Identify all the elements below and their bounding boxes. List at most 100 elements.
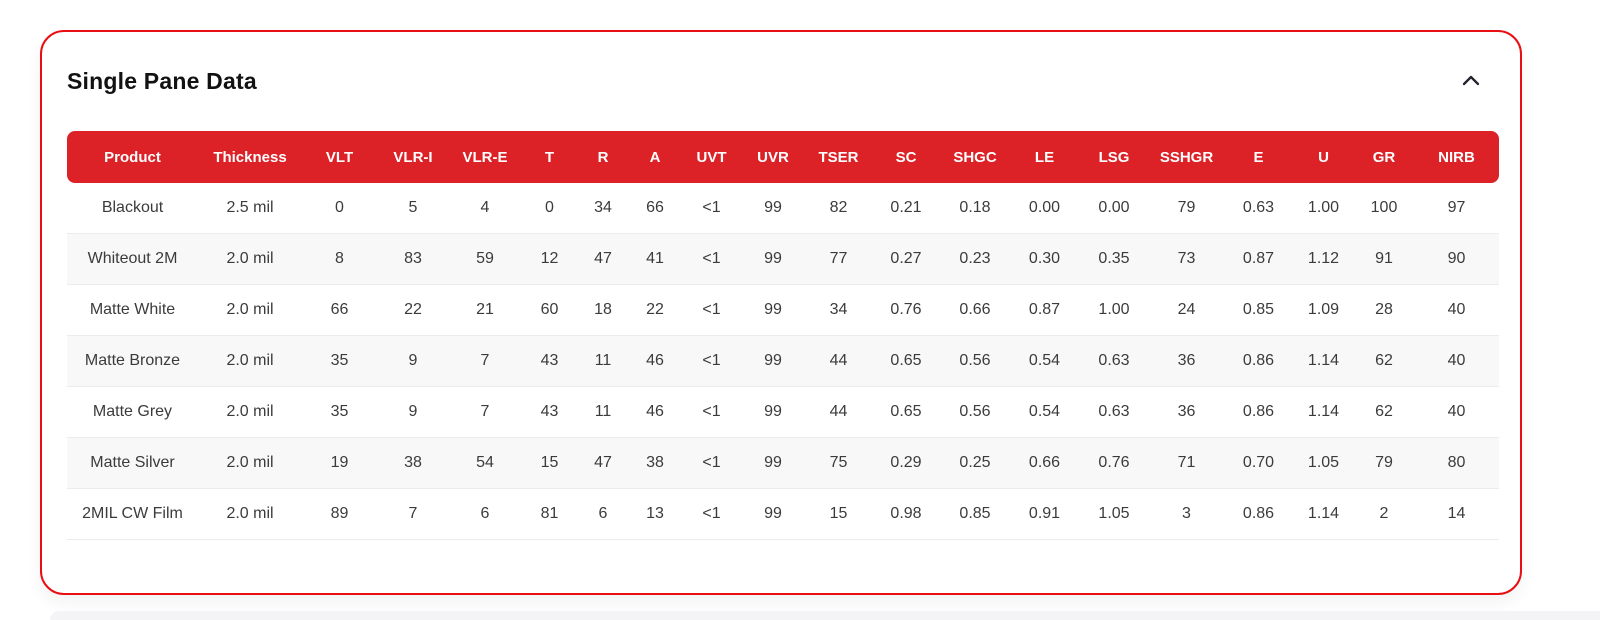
table-cell: 34: [578, 183, 628, 234]
single-pane-data-table: Product Thickness VLT VLR-I VLR-E T R A UVT UVR TS…: [67, 131, 1499, 540]
table-cell: 2.0 mil: [198, 234, 302, 285]
column-header-nirb: NIRB: [1414, 131, 1499, 183]
product-name-cell: Whiteout 2M: [67, 234, 198, 285]
table-cell: 2: [1354, 489, 1414, 540]
table-cell: 1.14: [1293, 489, 1354, 540]
table-cell: 99: [741, 489, 805, 540]
table-row: Matte Bronze 2.0 mil 35 9 7 43 11 46 <1 99 44 0.65 0…: [67, 336, 1499, 387]
table-cell: 0.70: [1224, 438, 1293, 489]
table-cell: 2.0 mil: [198, 489, 302, 540]
collapse-section-button[interactable]: [1456, 66, 1486, 96]
table-cell: 62: [1354, 336, 1414, 387]
table-cell: 9: [377, 387, 449, 438]
table-cell: 6: [449, 489, 521, 540]
column-header-lsg: LSG: [1079, 131, 1149, 183]
column-header-u: U: [1293, 131, 1354, 183]
table-cell: 1.14: [1293, 336, 1354, 387]
table-cell: 4: [449, 183, 521, 234]
table-cell: 80: [1414, 438, 1499, 489]
table-cell: 0.27: [872, 234, 940, 285]
table-cell: 77: [805, 234, 872, 285]
column-header-product: Product: [67, 131, 198, 183]
product-name-cell: Matte Bronze: [67, 336, 198, 387]
table-cell: <1: [682, 285, 741, 336]
table-cell: 43: [521, 387, 578, 438]
table-cell: 2.0 mil: [198, 387, 302, 438]
column-header-gr: GR: [1354, 131, 1414, 183]
table-cell: 0.86: [1224, 387, 1293, 438]
table-cell: 35: [302, 387, 377, 438]
table-cell: 83: [377, 234, 449, 285]
table-cell: 0.87: [1224, 234, 1293, 285]
table-cell: 2.5 mil: [198, 183, 302, 234]
column-header-sshgr: SSHGR: [1149, 131, 1224, 183]
table-cell: 22: [377, 285, 449, 336]
table-cell: 81: [521, 489, 578, 540]
table-cell: 15: [805, 489, 872, 540]
table-cell: 100: [1354, 183, 1414, 234]
table-cell: 89: [302, 489, 377, 540]
table-cell: 0.63: [1079, 336, 1149, 387]
table-header-row: Product Thickness VLT VLR-I VLR-E T R A UVT UVR TS…: [67, 131, 1499, 183]
table-cell: 0.91: [1010, 489, 1079, 540]
table-cell: 99: [741, 387, 805, 438]
table-cell: 11: [578, 387, 628, 438]
table-cell: 2.0 mil: [198, 438, 302, 489]
table-row: Whiteout 2M 2.0 mil 8 83 59 12 47 41 <1 99 77 0.27 0…: [67, 234, 1499, 285]
table-cell: 62: [1354, 387, 1414, 438]
column-header-le: LE: [1010, 131, 1079, 183]
column-header-t: T: [521, 131, 578, 183]
table-cell: 1.00: [1293, 183, 1354, 234]
product-name-cell: Blackout: [67, 183, 198, 234]
table-cell: 0.35: [1079, 234, 1149, 285]
table-cell: 1.12: [1293, 234, 1354, 285]
table-cell: 34: [805, 285, 872, 336]
table-cell: 0.63: [1079, 387, 1149, 438]
table-cell: 82: [805, 183, 872, 234]
table-cell: 0.56: [940, 387, 1010, 438]
table-cell: 22: [628, 285, 682, 336]
table-cell: 36: [1149, 387, 1224, 438]
table-cell: 0.54: [1010, 336, 1079, 387]
table-cell: 44: [805, 387, 872, 438]
table-cell: 12: [521, 234, 578, 285]
single-pane-data-card: Single Pane Data Product Thickness VLT VLR-…: [40, 30, 1522, 595]
table-cell: 0.56: [940, 336, 1010, 387]
table-cell: 0.85: [1224, 285, 1293, 336]
table-cell: 9: [377, 336, 449, 387]
table-cell: 14: [1414, 489, 1499, 540]
table-cell: 40: [1414, 336, 1499, 387]
table-cell: 21: [449, 285, 521, 336]
section-title: Single Pane Data: [67, 68, 257, 94]
table-cell: 47: [578, 438, 628, 489]
column-header-sc: SC: [872, 131, 940, 183]
table-cell: 0.00: [1010, 183, 1079, 234]
table-cell: 0.21: [872, 183, 940, 234]
table-cell: 0.18: [940, 183, 1010, 234]
table-cell: 0.23: [940, 234, 1010, 285]
table-cell: <1: [682, 387, 741, 438]
table-cell: 46: [628, 387, 682, 438]
table-cell: 38: [628, 438, 682, 489]
table-cell: 19: [302, 438, 377, 489]
table-cell: <1: [682, 234, 741, 285]
table-cell: 7: [449, 336, 521, 387]
table-cell: 44: [805, 336, 872, 387]
table-cell: 79: [1354, 438, 1414, 489]
table-cell: 43: [521, 336, 578, 387]
column-header-thickness: Thickness: [198, 131, 302, 183]
column-header-tser: TSER: [805, 131, 872, 183]
table-cell: 99: [741, 234, 805, 285]
table-cell: 90: [1414, 234, 1499, 285]
table-cell: 0.98: [872, 489, 940, 540]
table-cell: 47: [578, 234, 628, 285]
table-container: Product Thickness VLT VLR-I VLR-E T R A UVT UVR TS…: [67, 131, 1499, 540]
table-cell: 66: [628, 183, 682, 234]
table-cell: 8: [302, 234, 377, 285]
column-header-uvr: UVR: [741, 131, 805, 183]
table-cell: 0.86: [1224, 336, 1293, 387]
table-row: 2MIL CW Film 2.0 mil 89 7 6 81 6 13 <1 99 15 0.98 0.…: [67, 489, 1499, 540]
table-cell: 11: [578, 336, 628, 387]
table-cell: <1: [682, 438, 741, 489]
table-cell: 1.00: [1079, 285, 1149, 336]
